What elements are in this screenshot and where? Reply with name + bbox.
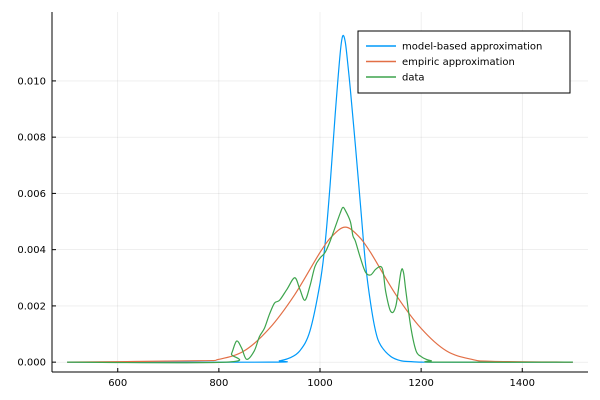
y-tick-label: 0.006 xyxy=(17,189,46,200)
series-line-2 xyxy=(67,226,573,363)
x-tick-label: 1200 xyxy=(408,378,433,389)
y-tick-label: 0.004 xyxy=(17,245,46,256)
legend-label: model-based approximation xyxy=(402,42,542,53)
series xyxy=(67,34,573,364)
series-line-3 xyxy=(67,206,573,364)
x-tick-label: 1000 xyxy=(307,378,332,389)
legend-box xyxy=(357,30,571,94)
y-tick-label: 0.008 xyxy=(17,133,46,144)
x-tick-label: 600 xyxy=(108,378,127,389)
y-tick-label: 0.000 xyxy=(17,358,46,369)
x-tick-label: 800 xyxy=(209,378,228,389)
axes xyxy=(51,12,588,373)
legend-label: empiric approximation xyxy=(402,57,515,68)
legend: model-based approximation empiric approxi… xyxy=(357,30,571,94)
y-tick-label: 0.010 xyxy=(17,76,46,87)
legend-label: data xyxy=(402,73,425,84)
y-tick-label: 0.002 xyxy=(17,301,46,312)
series-line-1 xyxy=(67,34,573,363)
x-tick-label: 1400 xyxy=(510,378,535,389)
tick-labels: 600 800 1000 1200 1400 0.000 0.002 0.004 0.006 0.… xyxy=(17,76,535,389)
